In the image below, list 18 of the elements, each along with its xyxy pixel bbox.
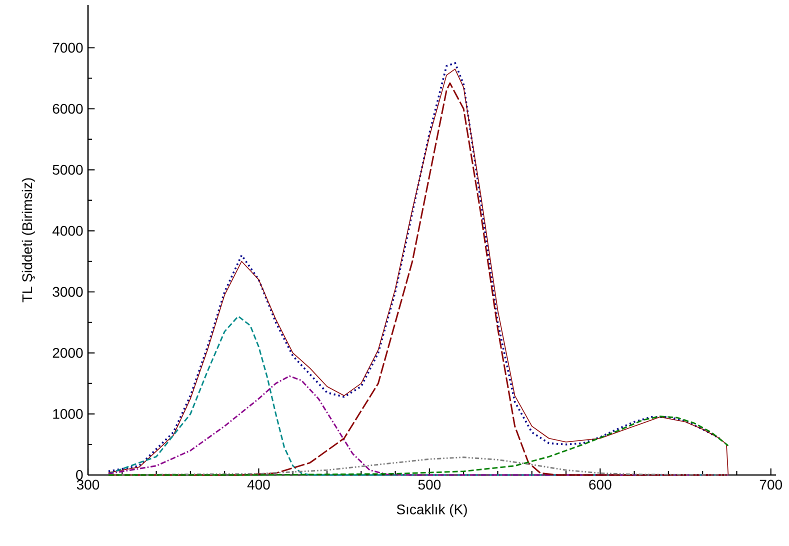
y-tick-label: 0 — [76, 470, 83, 480]
x-tick-label: 700 — [760, 480, 782, 490]
y-tick-label: 7000 — [52, 42, 83, 53]
y-tick-label: 1000 — [53, 409, 83, 419]
y-axis-title: TL Şiddeti (Birimsiz) — [22, 178, 36, 302]
line-series — [108, 456, 729, 476]
line-series — [108, 375, 729, 476]
y-tick-label: 5000 — [52, 164, 83, 175]
y-tick-label: 6000 — [52, 104, 83, 114]
y-tick-label: 2000 — [52, 348, 83, 358]
y-tick-label: 3000 — [52, 286, 83, 297]
x-axis-title: Sıcaklık (K) — [396, 504, 467, 518]
x-tick-label: 600 — [589, 480, 612, 490]
line-series — [108, 416, 729, 476]
y-tick-label: 4000 — [52, 226, 83, 236]
x-tick-label: 400 — [247, 480, 270, 490]
x-tick-label: 500 — [418, 480, 441, 490]
x-tick-label: 300 — [76, 480, 100, 490]
